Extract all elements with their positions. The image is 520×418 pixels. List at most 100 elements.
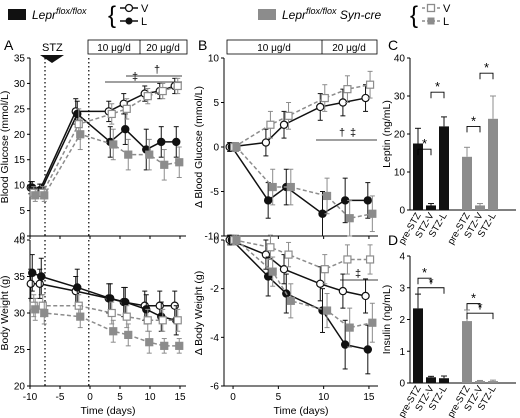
y-tick-label: 40 [14, 236, 26, 247]
bar [426, 377, 436, 383]
y-axis-label: Δ Blood Glucose (mmol/L) [193, 86, 205, 208]
dose-label-a1: 10 μg/d [97, 43, 131, 54]
bar [488, 118, 498, 210]
y-tick-label: -5 [210, 187, 219, 198]
y-tick-label: 15 [14, 155, 26, 166]
data-point [368, 209, 377, 218]
data-point [143, 92, 152, 101]
significance-b-top: † ‡ [316, 127, 377, 141]
legend-v-marker [120, 3, 138, 13]
series-line [235, 239, 373, 329]
data-point [175, 158, 184, 167]
chart-b-bottom: -6 -4 -2 0 0 5 10 15 Δ Body Weight (g) Time (days… [193, 234, 378, 417]
data-point [340, 340, 350, 349]
bar [426, 205, 436, 210]
data-point [158, 86, 167, 96]
data-point [160, 341, 169, 350]
data-point [124, 150, 133, 159]
data-point [268, 267, 277, 276]
data-point [284, 111, 293, 120]
y-tick-label: -10 [205, 232, 220, 243]
bar [488, 381, 498, 383]
legend-swatch-group1 [8, 9, 26, 20]
data-point [266, 120, 275, 129]
bar [462, 321, 472, 383]
y-tick-label: -6 [210, 382, 219, 393]
y-tick-label: 25 [14, 345, 26, 356]
y-tick-label: 30 [14, 79, 26, 90]
data-point [122, 312, 131, 321]
data-point [263, 196, 273, 205]
x-tick-label: 15 [363, 392, 375, 403]
data-point [124, 330, 133, 339]
sym-b-dagger: † [339, 127, 345, 139]
bar [475, 205, 485, 210]
data-point [322, 191, 332, 201]
y-tick-label: 5 [19, 206, 25, 217]
data-point [31, 191, 40, 200]
y-tick-label: 10 [208, 54, 220, 65]
legend-v-marker-group2 [422, 3, 440, 13]
data-point [284, 250, 293, 259]
y-tick-label: 30 [14, 309, 26, 320]
data-point [286, 182, 295, 192]
data-point [343, 85, 352, 94]
significance-star: * [422, 136, 427, 151]
data-point [28, 268, 37, 278]
y-tick-label: 1 [399, 347, 405, 358]
data-point [158, 316, 167, 325]
x-tick-label: 5 [276, 392, 282, 403]
y-tick-label: 35 [14, 272, 26, 283]
sym-a-dagger: † [154, 64, 160, 76]
data-point [279, 265, 289, 274]
legend: Leprflox/flox { V L Leprflox/flox Syn-cr… [8, 2, 451, 29]
sym-a-double-dagger: ‡ [132, 71, 138, 83]
data-point [121, 124, 130, 134]
significance-star: * [428, 275, 433, 290]
data-point [31, 305, 40, 314]
y-tick-label: 0 [19, 232, 25, 243]
significance-star: * [477, 300, 482, 315]
legend-l-marker [120, 17, 138, 25]
data-point [232, 142, 241, 152]
significance-bracket [417, 287, 445, 294]
significance-b-bottom: ‡ [340, 268, 378, 281]
x-tick-label: 15 [174, 392, 186, 403]
data-point [261, 250, 271, 259]
significance-bracket [417, 148, 432, 156]
panel-letter-b: B [198, 37, 207, 53]
bar [439, 378, 449, 383]
y-tick-label: 20 [394, 130, 406, 141]
data-point [73, 109, 82, 119]
data-point [145, 338, 154, 347]
data-point [76, 130, 85, 139]
chart-b-top: -10 -5 0 5 10 Δ Blood Glucose (mmol/L) [193, 54, 378, 243]
bar [413, 143, 423, 210]
y-tick-label: 25 [14, 104, 26, 115]
significance-star: * [435, 79, 440, 94]
data-point [361, 291, 370, 301]
data-point [107, 109, 116, 119]
y-axis-label: Leptin (ng/mL) [381, 100, 393, 168]
legend-swatch-group2 [258, 9, 276, 20]
data-point [145, 150, 154, 159]
y-tick-label: 0 [213, 143, 219, 154]
series-line [33, 304, 178, 322]
x-tick-label: 10 [318, 392, 330, 403]
data-point [122, 104, 131, 113]
bar [413, 308, 423, 383]
dose-label-b1: 10 μg/d [257, 43, 291, 54]
data-point [173, 316, 182, 325]
data-point [106, 294, 115, 303]
y-tick-label: 3 [399, 283, 405, 294]
legend-label-group2: Leprflox/flox Syn-cre [282, 6, 382, 22]
significance-star: * [471, 291, 476, 306]
legend-l-label-group2: L [443, 16, 449, 28]
y-tick-label: 0 [213, 236, 219, 247]
data-point [232, 235, 241, 245]
data-point [261, 138, 271, 147]
y-axis-label: Body Weight (g) [0, 275, 11, 350]
